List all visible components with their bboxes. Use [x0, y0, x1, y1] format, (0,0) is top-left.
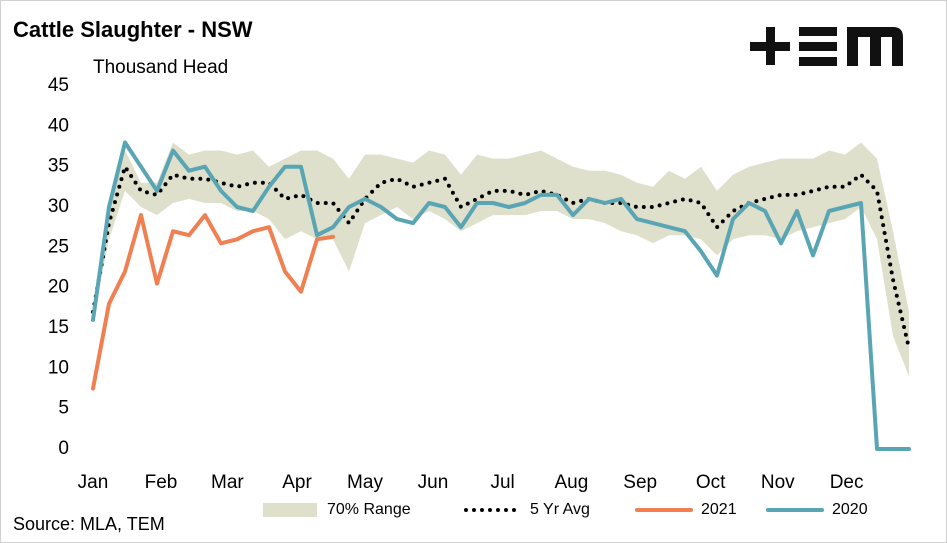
x-tick-label: Sep [623, 472, 657, 493]
series-line [91, 140, 911, 451]
y-tick-label: 40 [48, 115, 69, 136]
y-axis-label: Thousand Head [93, 57, 228, 78]
x-tick-label: Jul [490, 472, 514, 493]
x-tick-label: Jun [418, 472, 449, 493]
y-tick-label: 25 [48, 236, 69, 257]
average-line [91, 164, 911, 351]
y-tick-label: 35 [48, 156, 69, 177]
y-tick-label: 15 [48, 317, 69, 338]
y-tick-label: 30 [48, 196, 69, 217]
x-tick-label: Apr [282, 472, 312, 493]
legend-label: 5 Yr Avg [530, 501, 590, 518]
y-tick-label: 5 [58, 398, 69, 419]
series-line [91, 213, 335, 391]
source: Source: MLA, TEM [13, 514, 165, 534]
logo [750, 27, 903, 66]
x-tick-label: Nov [761, 472, 795, 493]
range-band [93, 142, 909, 377]
y-tick-label: 0 [58, 438, 69, 459]
x-tick-label: Aug [554, 472, 588, 493]
legend-label: 2021 [701, 501, 737, 518]
legend-swatch [263, 503, 317, 517]
x-tick-label: May [347, 472, 383, 493]
y-tick-label: 20 [48, 277, 69, 298]
y-tick-label: 10 [48, 357, 69, 378]
x-tick-label: Mar [211, 472, 244, 493]
x-tick-label: Oct [696, 472, 726, 493]
chart-title: Cattle Slaughter - NSW [13, 17, 253, 42]
x-tick-label: Feb [145, 472, 178, 493]
legend-label: 70% Range [327, 501, 411, 518]
x-tick-label: Jan [78, 472, 109, 493]
y-tick-label: 45 [48, 75, 69, 96]
x-tick-label: Dec [830, 472, 864, 493]
legend-label: 2020 [832, 501, 868, 518]
